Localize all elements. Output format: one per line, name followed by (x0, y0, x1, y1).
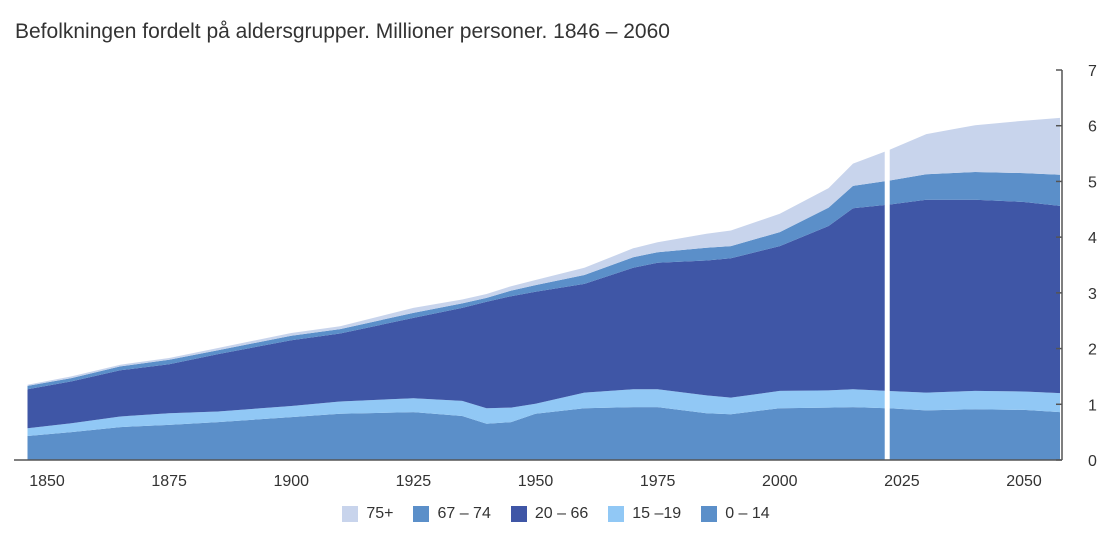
y-tick-label: 1 (1088, 397, 1097, 414)
x-tick-label: 1900 (273, 473, 309, 490)
legend-swatch (608, 506, 625, 522)
x-tick-label: 2050 (1006, 473, 1042, 490)
area-layer (27, 117, 1060, 460)
legend-swatch (342, 506, 359, 522)
y-tick-label: 5 (1088, 174, 1097, 191)
legend-label: 20 – 66 (534, 505, 589, 522)
x-tick-label: 1925 (396, 473, 432, 490)
legend-label: 67 – 74 (437, 505, 491, 522)
legend-item: 15 –19 (608, 505, 681, 523)
legend-label: 0 – 14 (725, 505, 770, 522)
legend-item: 0 – 14 (701, 505, 770, 523)
x-tick-labels: 1850 1875 1900 1925 1950 1975 2000 2025 2050 (29, 473, 1042, 490)
area-67-74 (27, 172, 1060, 390)
y-tick-labels: 0 1 2 3 4 5 6 7 (1056, 63, 1097, 470)
x-tick-label: 2000 (762, 473, 798, 490)
x-tick-label: 1850 (29, 473, 65, 490)
x-tick-label: 1950 (518, 473, 554, 490)
y-tick-label: 3 (1088, 286, 1097, 303)
area-20-66 (27, 199, 1060, 429)
area-0-14 (27, 407, 1060, 460)
legend-label: 15 –19 (632, 505, 682, 522)
chart-title: Befolkningen fordelt på aldersgrupper. M… (15, 20, 670, 43)
y-tick-label: 7 (1088, 63, 1097, 80)
area-15-19 (27, 389, 1060, 436)
x-tick-label: 1975 (640, 473, 676, 490)
legend-swatch (413, 506, 430, 522)
legend-item: 67 – 74 (413, 505, 491, 523)
y-tick-label: 0 (1088, 453, 1097, 470)
legend: 75+ 67 – 74 20 – 66 15 –19 0 – 14 (0, 505, 1112, 523)
y-tick-label: 2 (1088, 342, 1097, 359)
y-tick-label: 4 (1088, 230, 1097, 247)
x-tick-label: 1875 (151, 473, 187, 490)
y-tick-label: 6 (1088, 119, 1097, 136)
legend-item: 75+ (342, 505, 393, 523)
legend-item: 20 – 66 (510, 505, 589, 523)
area-75plus (27, 117, 1060, 386)
legend-swatch (701, 506, 718, 522)
x-tick-label: 2025 (884, 473, 920, 490)
legend-swatch (510, 506, 527, 522)
legend-label: 75+ (366, 505, 394, 522)
